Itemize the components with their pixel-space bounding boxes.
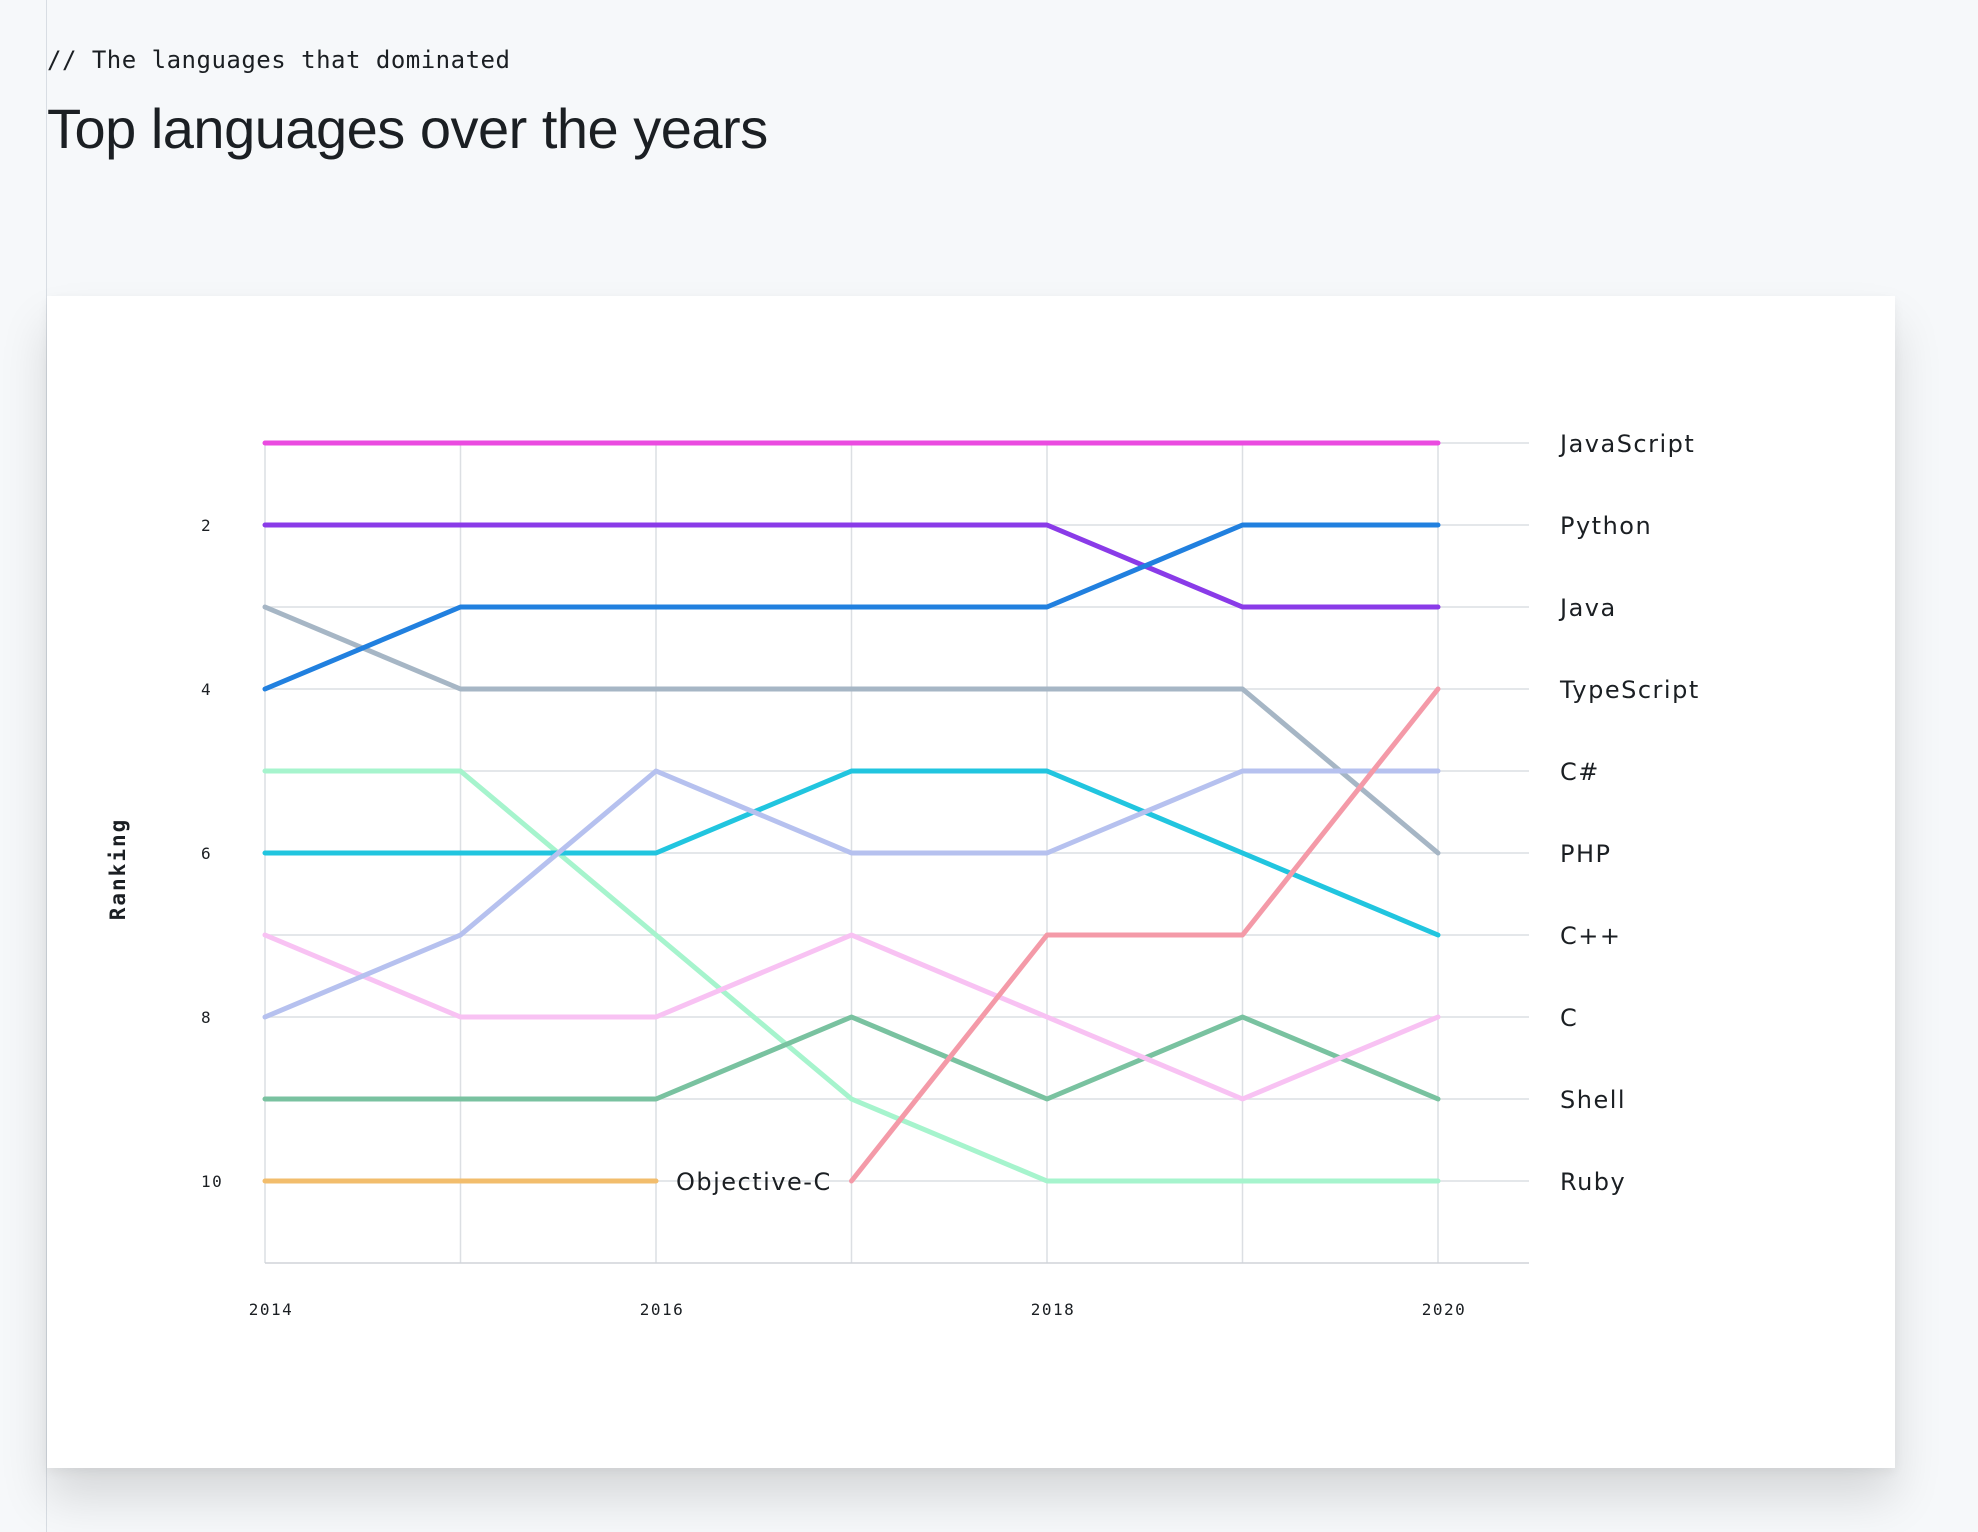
series-lines <box>262 440 1441 1184</box>
series-labels: JavaScript Python Java TypeScript C# PHP C++ C S… <box>676 430 1700 1196</box>
series-line-c <box>262 932 1441 1102</box>
y-tick-labels: 2 4 6 8 10 <box>201 516 223 1191</box>
series-label-c: C <box>1560 1004 1578 1032</box>
y-axis-title: Ranking <box>106 818 130 921</box>
series-label-c-: C# <box>1560 758 1600 786</box>
x-tick-label: 2020 <box>1422 1300 1467 1319</box>
left-divider <box>46 0 47 1532</box>
series-label-python: Python <box>1560 512 1652 540</box>
y-tick-label: 2 <box>201 516 212 535</box>
x-tick-label: 2018 <box>1031 1300 1076 1319</box>
series-label-java: Java <box>1558 594 1617 622</box>
series-label-shell: Shell <box>1560 1086 1626 1114</box>
section-eyebrow: // The languages that dominated <box>47 46 511 74</box>
page-title: Top languages over the years <box>47 97 768 160</box>
x-tick-label: 2016 <box>640 1300 685 1319</box>
series-label-objective-c: Objective-C <box>676 1168 832 1196</box>
series-label-typescript: TypeScript <box>1559 676 1700 704</box>
series-line-shell <box>262 1014 1441 1102</box>
series-label-ruby: Ruby <box>1560 1168 1626 1196</box>
series-line-c- <box>262 768 1441 1020</box>
series-line-python <box>262 522 1441 692</box>
ranking-line-chart: 2 4 6 8 10 2014 2016 2018 2020 JavaScript Python… <box>106 430 1700 1319</box>
chart-card: 2 4 6 8 10 2014 2016 2018 2020 JavaScript Python… <box>47 296 1895 1468</box>
series-line-php <box>262 604 1441 856</box>
series-label-php: PHP <box>1560 840 1612 868</box>
y-tick-label: 4 <box>201 680 212 699</box>
x-tick-label: 2014 <box>249 1300 294 1319</box>
y-tick-label: 8 <box>201 1008 212 1027</box>
series-line-typescript <box>849 686 1441 1184</box>
series-line-c- <box>262 768 1441 938</box>
series-line-ruby <box>262 768 1441 1184</box>
series-label-c-: C++ <box>1560 922 1621 950</box>
y-tick-label: 6 <box>201 844 212 863</box>
series-line-java <box>262 522 1441 610</box>
y-tick-label: 10 <box>201 1172 223 1191</box>
x-tick-labels: 2014 2016 2018 2020 <box>249 1300 1467 1319</box>
series-label-javascript: JavaScript <box>1558 430 1695 458</box>
